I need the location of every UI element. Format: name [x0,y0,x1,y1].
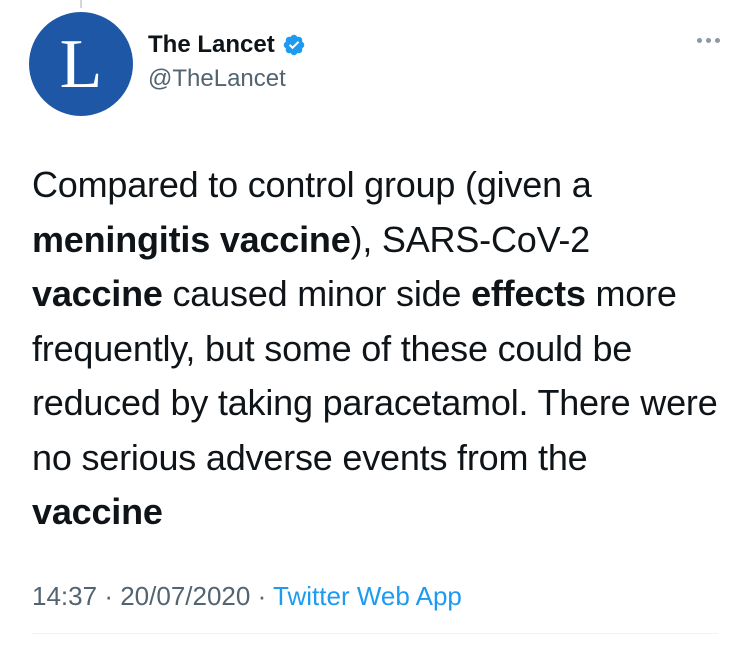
verified-badge-icon [283,34,304,56]
tweet-text-segment: ), SARS-CoV-2 [350,218,591,260]
tweet-text-bold-segment: effects [471,273,586,314]
tweet-time[interactable]: 14:37 [32,581,98,611]
avatar-logo-letter: L [59,26,103,103]
tweet-text-bold-segment: vaccine [32,273,163,314]
tweet-header: The Lancet @TheLancet [148,30,306,94]
avatar[interactable]: L [29,12,133,116]
tweet-text-segment: more frequently, but some of these could… [32,273,718,478]
tweet-date[interactable]: 20/07/2020 [120,581,251,611]
name-row: The Lancet [148,30,306,60]
user-handle[interactable]: @TheLancet [148,65,286,92]
divider [32,633,718,634]
meta-separator: · [257,581,267,611]
tweet-text-bold-segment: meningitis vaccine [32,218,351,260]
tweet-text-segment: caused minor side [162,273,472,314]
more-options-icon[interactable] [697,38,720,43]
tweet-metadata: 14:37 · 20/07/2020 · Twitter Web App [32,580,462,612]
thread-connector-line [80,0,82,8]
more-dot [706,38,711,43]
more-dot [715,38,720,43]
display-name[interactable]: The Lancet [148,31,275,58]
tweet-text-segment: Compared to control group (given a [32,164,592,205]
tweet-text-bold-segment: vaccine [32,491,163,532]
tweet-source-link[interactable]: Twitter Web App [273,581,462,611]
more-dot [697,38,702,43]
meta-separator: · [104,581,113,611]
tweet-text: Compared to control group (given a menin… [32,158,722,540]
